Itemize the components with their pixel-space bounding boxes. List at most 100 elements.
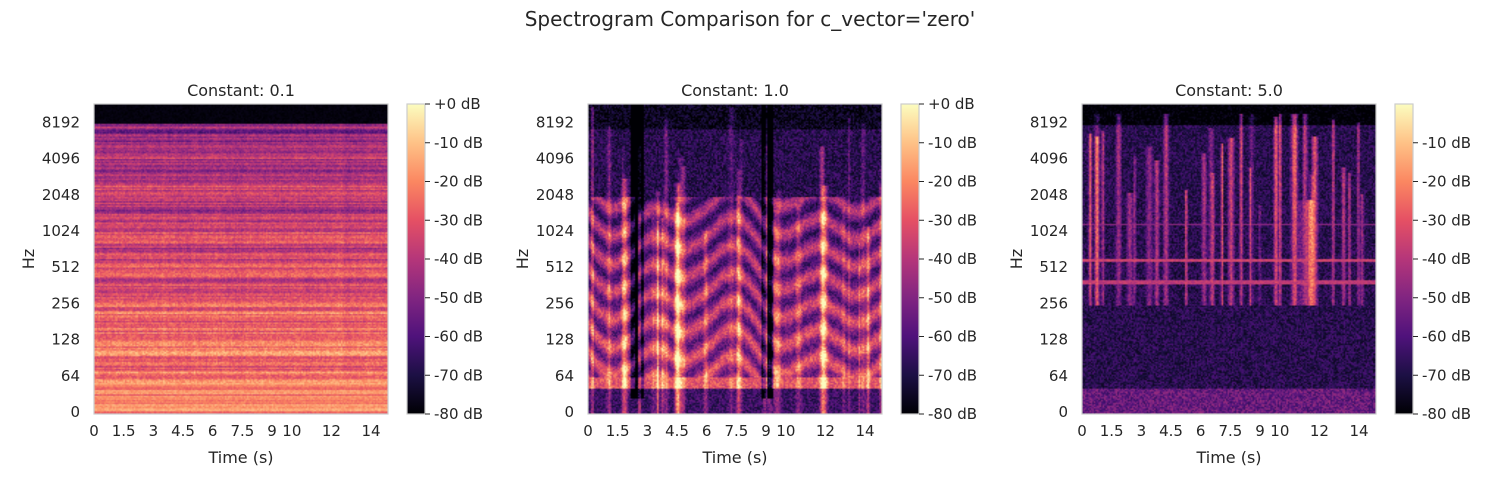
colorbar-tick-label: +0 dB <box>928 95 975 113</box>
y-tick-label: 4096 <box>536 150 574 168</box>
panel-title: Constant: 1.0 <box>681 81 789 100</box>
x-tick-label: 0 <box>89 422 99 440</box>
y-tick-label: 64 <box>1049 367 1068 385</box>
colorbar-tick-label: -40 dB <box>1422 250 1471 268</box>
y-tick-label: 512 <box>1039 258 1068 276</box>
y-tick-label: 0 <box>1058 403 1068 421</box>
y-tick-label: 8192 <box>536 113 574 131</box>
y-tick-label: 128 <box>545 331 574 349</box>
x-axis-label: Time (s) <box>207 448 273 467</box>
y-tick-label: 64 <box>61 367 80 385</box>
x-tick-label: 10 <box>776 422 795 440</box>
panel-3: Constant: 5.0 0 1.5 3 4.5 6 7.5 9 10 12 14 Time (s)… <box>1007 81 1471 467</box>
colorbar-tick-label: -50 dB <box>928 289 977 307</box>
colorbar-tick-label: -60 dB <box>1422 328 1471 346</box>
colorbar-tick-label: -10 dB <box>1422 134 1471 152</box>
x-tick-label: 1.5 <box>1100 422 1124 440</box>
x-axis-label: Time (s) <box>1195 448 1261 467</box>
spectrogram-image <box>94 104 388 414</box>
y-tick-label: 256 <box>1039 294 1068 312</box>
y-tick-label: 2048 <box>42 186 80 204</box>
x-tick-label: 14 <box>1349 422 1368 440</box>
panel-title: Constant: 0.1 <box>187 81 295 100</box>
colorbar-tick-label: +0 dB <box>434 95 481 113</box>
x-tick-label: 12 <box>322 422 341 440</box>
panels: Constant: 0.1 0 1.5 3 4.5 6 7.5 9 10 12 14 Time (s)… <box>19 81 1471 467</box>
y-axis-label: Hz <box>513 249 532 269</box>
x-tick-label: 6 <box>208 422 218 440</box>
y-tick-label: 256 <box>545 294 574 312</box>
x-tick-label: 1.5 <box>606 422 630 440</box>
colorbar-tick-label: -20 dB <box>928 173 977 191</box>
x-tick-label: 7.5 <box>724 422 748 440</box>
y-tick-label: 2048 <box>1030 186 1068 204</box>
y-tick-label: 1024 <box>536 222 574 240</box>
spectrogram-image <box>588 104 882 414</box>
y-axis-label: Hz <box>19 249 38 269</box>
colorbar-tick-label: -50 dB <box>1422 289 1471 307</box>
y-tick-label: 4096 <box>1030 150 1068 168</box>
colorbar-tick-label: -70 dB <box>434 366 483 384</box>
y-tick-label: 8192 <box>42 113 80 131</box>
colorbar-tick-label: -50 dB <box>434 289 483 307</box>
colorbar-tick-label: -40 dB <box>434 250 483 268</box>
x-tick-label: 4.5 <box>665 422 689 440</box>
x-tick-label: 4.5 <box>171 422 195 440</box>
spectrogram-image <box>1082 104 1376 414</box>
axes-frame <box>1081 103 1377 415</box>
colorbar-tick-label: -30 dB <box>1422 211 1471 229</box>
x-tick-label: 9 <box>1255 422 1265 440</box>
colorbar-tick-label: -70 dB <box>928 366 977 384</box>
y-tick-label: 512 <box>545 258 574 276</box>
x-tick-label: 0 <box>1077 422 1087 440</box>
x-tick-label: 6 <box>702 422 712 440</box>
panel-2: Constant: 1.0 0 1.5 3 4.5 6 7.5 9 10 12 14 Time (s)… <box>513 81 977 467</box>
x-tick-label: 12 <box>1310 422 1329 440</box>
colorbar <box>406 103 426 415</box>
y-tick-label: 128 <box>51 331 80 349</box>
panel-1: Constant: 0.1 0 1.5 3 4.5 6 7.5 9 10 12 14 Time (s)… <box>19 81 483 467</box>
y-axis-label: Hz <box>1007 249 1026 269</box>
colorbar-tick-label: -10 dB <box>928 134 977 152</box>
x-tick-label: 3 <box>149 422 159 440</box>
axes-frame <box>587 103 883 415</box>
y-tick-label: 64 <box>555 367 574 385</box>
panel-title: Constant: 5.0 <box>1175 81 1283 100</box>
y-tick-label: 4096 <box>42 150 80 168</box>
colorbar-tick-label: -40 dB <box>928 250 977 268</box>
colorbar-tick-label: -30 dB <box>434 211 483 229</box>
x-axis-label: Time (s) <box>701 448 767 467</box>
x-tick-label: 10 <box>1270 422 1289 440</box>
x-tick-label: 9 <box>267 422 277 440</box>
x-tick-label: 7.5 <box>230 422 254 440</box>
colorbar-tick-label: -80 dB <box>928 405 977 423</box>
colorbar-tick-label: -80 dB <box>1422 405 1471 423</box>
y-tick-label: 8192 <box>1030 113 1068 131</box>
colorbar-tick-label: -60 dB <box>928 328 977 346</box>
x-tick-label: 4.5 <box>1159 422 1183 440</box>
y-tick-label: 512 <box>51 258 80 276</box>
y-tick-label: 256 <box>51 294 80 312</box>
colorbar <box>1394 103 1414 415</box>
axes-frame <box>93 103 389 415</box>
x-tick-label: 3 <box>1137 422 1147 440</box>
y-tick-label: 1024 <box>1030 222 1068 240</box>
x-tick-label: 6 <box>1196 422 1206 440</box>
x-tick-label: 3 <box>643 422 653 440</box>
x-tick-label: 14 <box>361 422 380 440</box>
colorbar-tick-label: -30 dB <box>928 211 977 229</box>
colorbar-tick-label: -10 dB <box>434 134 483 152</box>
x-tick-label: 14 <box>855 422 874 440</box>
y-tick-label: 1024 <box>42 222 80 240</box>
x-tick-label: 12 <box>816 422 835 440</box>
x-tick-label: 0 <box>583 422 593 440</box>
colorbar-tick-label: -20 dB <box>434 173 483 191</box>
colorbar-tick-label: -70 dB <box>1422 366 1471 384</box>
y-tick-label: 2048 <box>536 186 574 204</box>
y-tick-label: 0 <box>564 403 574 421</box>
colorbar-tick-label: -60 dB <box>434 328 483 346</box>
colorbar-tick-label: -20 dB <box>1422 173 1471 191</box>
y-tick-label: 128 <box>1039 331 1068 349</box>
x-tick-label: 10 <box>282 422 301 440</box>
